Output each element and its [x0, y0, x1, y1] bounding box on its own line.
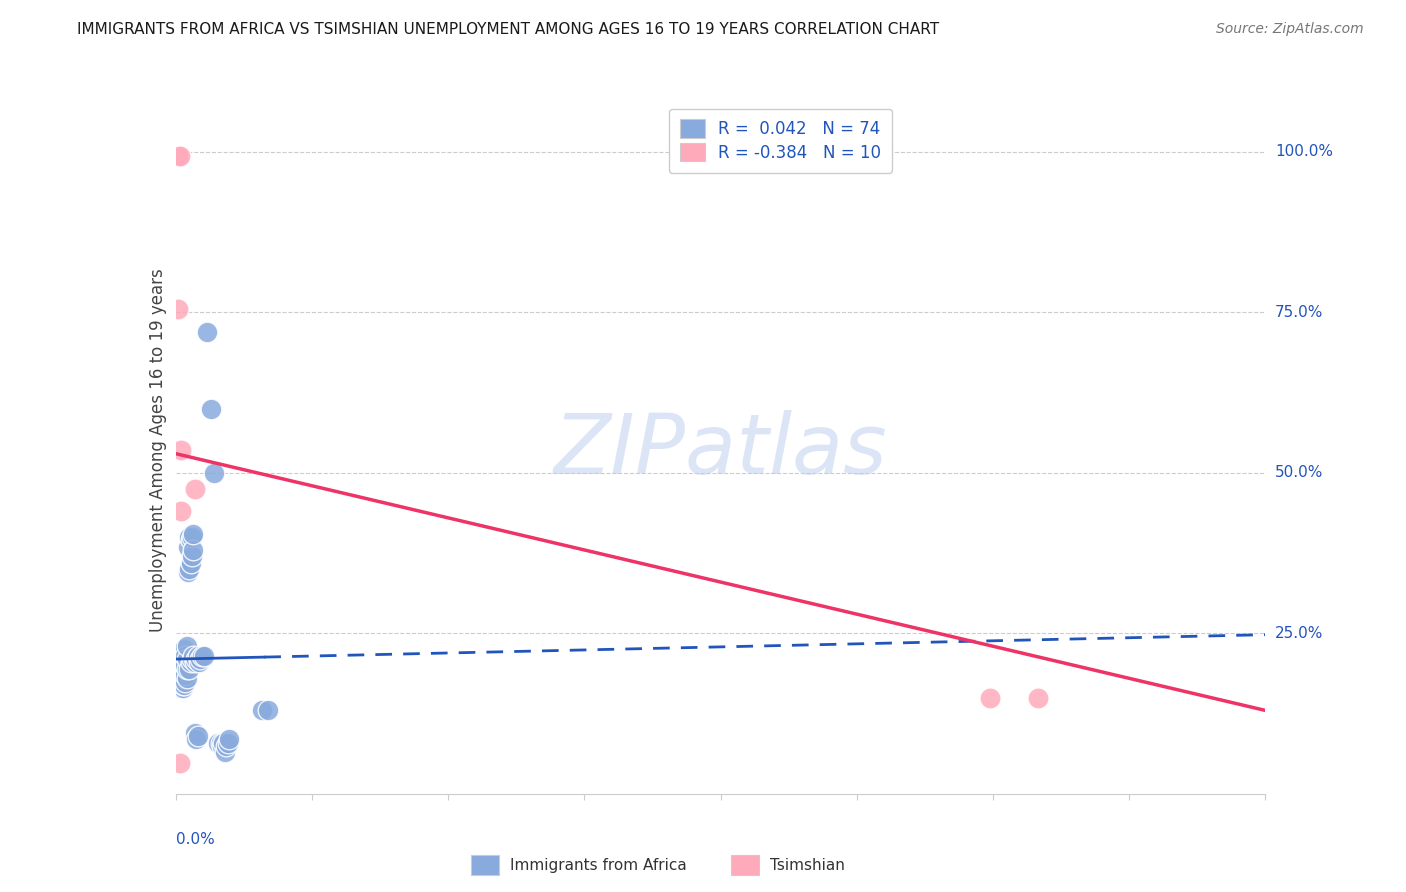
Point	[174, 668, 197, 682]
Point	[211, 739, 233, 753]
Point	[172, 678, 194, 692]
Text: ZIPatlas: ZIPatlas	[554, 410, 887, 491]
Text: 75.0%: 75.0%	[1275, 305, 1323, 320]
Point	[180, 655, 202, 669]
Point	[195, 325, 218, 339]
Point	[181, 549, 204, 564]
Point	[169, 149, 191, 163]
Point	[177, 540, 200, 554]
Point	[170, 662, 193, 676]
Point	[184, 726, 207, 740]
Point	[179, 562, 201, 576]
Text: 0.0%: 0.0%	[176, 831, 215, 847]
Text: Tsimshian: Tsimshian	[770, 858, 845, 872]
Point	[170, 671, 193, 685]
Point	[183, 527, 205, 541]
Point	[167, 681, 190, 695]
Point	[174, 674, 197, 689]
Point	[172, 648, 194, 663]
Point	[181, 530, 204, 544]
Point	[169, 671, 191, 685]
Point	[212, 735, 235, 749]
Point	[172, 674, 194, 689]
Y-axis label: Unemployment Among Ages 16 to 19 years: Unemployment Among Ages 16 to 19 years	[149, 268, 167, 632]
Point	[179, 530, 201, 544]
Point	[170, 504, 193, 518]
Text: 100.0%: 100.0%	[1275, 145, 1333, 160]
Point	[250, 703, 273, 717]
Text: IMMIGRANTS FROM AFRICA VS TSIMSHIAN UNEMPLOYMENT AMONG AGES 16 TO 19 YEARS CORRE: IMMIGRANTS FROM AFRICA VS TSIMSHIAN UNEM…	[77, 22, 939, 37]
Point	[170, 674, 193, 689]
Point	[193, 648, 215, 663]
Point	[170, 678, 193, 692]
Point	[184, 482, 207, 496]
Text: Immigrants from Africa: Immigrants from Africa	[510, 858, 688, 872]
Point	[169, 678, 191, 692]
Point	[180, 556, 202, 570]
Point	[209, 735, 232, 749]
Point	[186, 652, 208, 666]
Point	[183, 543, 205, 558]
Point	[167, 674, 190, 689]
Point	[176, 639, 198, 653]
Point	[174, 658, 197, 673]
Point	[167, 671, 190, 685]
Point	[172, 658, 194, 673]
Point	[207, 735, 229, 749]
Point	[169, 681, 191, 695]
Text: 50.0%: 50.0%	[1275, 466, 1323, 481]
Point	[184, 655, 207, 669]
Point	[188, 652, 211, 666]
Point	[186, 729, 209, 743]
Point	[170, 443, 193, 458]
Point	[167, 149, 190, 163]
Point	[173, 678, 195, 692]
Point	[169, 665, 191, 679]
Point	[176, 652, 198, 666]
Point	[215, 739, 238, 753]
Point	[176, 662, 198, 676]
Bar	[471, 855, 499, 875]
Point	[174, 648, 197, 663]
Point	[202, 466, 225, 480]
Point	[1026, 690, 1049, 705]
Point	[173, 642, 195, 657]
Point	[217, 735, 239, 749]
Point	[176, 671, 198, 685]
Point	[172, 668, 194, 682]
Point	[979, 690, 1001, 705]
Legend: R =  0.042   N = 74, R = -0.384   N = 10: R = 0.042 N = 74, R = -0.384 N = 10	[669, 109, 891, 172]
Point	[186, 648, 209, 663]
Point	[177, 566, 200, 580]
Point	[181, 652, 204, 666]
Point	[167, 302, 190, 317]
Point	[170, 681, 193, 695]
Text: Source: ZipAtlas.com: Source: ZipAtlas.com	[1216, 22, 1364, 37]
Point	[179, 662, 201, 676]
Point	[218, 732, 240, 747]
Point	[173, 662, 195, 676]
Point	[169, 674, 191, 689]
Point	[170, 668, 193, 682]
Point	[180, 533, 202, 548]
Point	[172, 681, 194, 695]
Point	[214, 745, 236, 759]
Point	[167, 678, 190, 692]
Bar	[731, 855, 759, 875]
Point	[173, 652, 195, 666]
Point	[257, 703, 280, 717]
Point	[187, 655, 209, 669]
Point	[169, 756, 191, 770]
Point	[200, 401, 222, 416]
Text: 25.0%: 25.0%	[1275, 626, 1323, 641]
Point	[169, 668, 191, 682]
Point	[183, 648, 205, 663]
Point	[190, 648, 212, 663]
Point	[173, 671, 195, 685]
Point	[186, 732, 208, 747]
